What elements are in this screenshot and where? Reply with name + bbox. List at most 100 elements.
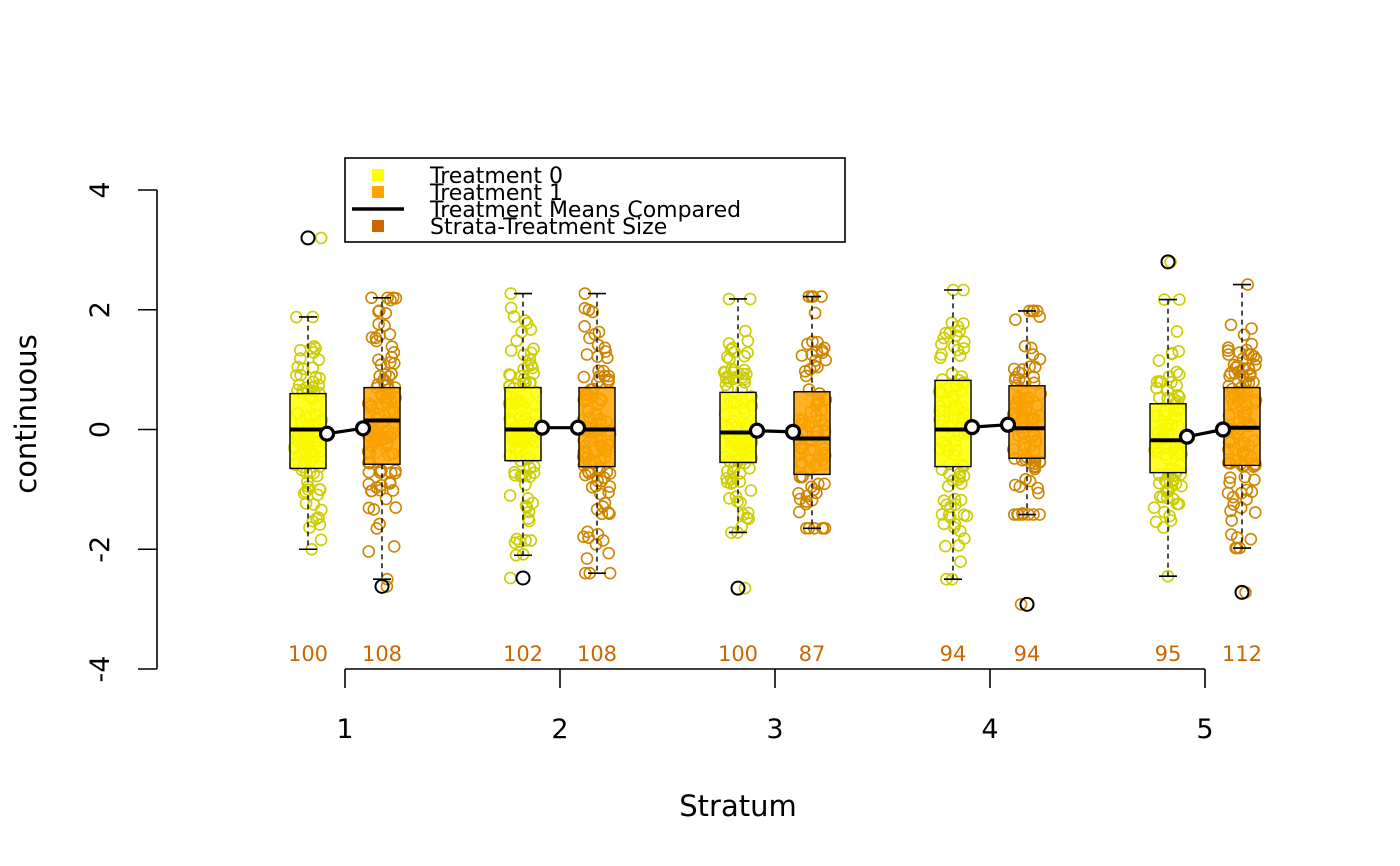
- legend-square-swatch: [372, 186, 384, 198]
- strata-size-label: 108: [362, 642, 402, 666]
- data-point: [741, 506, 755, 520]
- data-point: [733, 496, 747, 509]
- data-point: [1234, 501, 1248, 515]
- data-point: [365, 331, 379, 344]
- data-point: [582, 466, 596, 480]
- data-point: [309, 370, 323, 384]
- data-point: [954, 555, 967, 569]
- jitter-points-layer: [288, 231, 1263, 611]
- data-point: [792, 505, 806, 519]
- legend-label: Treatment Means Compared: [429, 198, 741, 223]
- data-point: [941, 479, 955, 493]
- mean-point-treatment-1: [354, 420, 372, 437]
- data-point: [519, 469, 532, 482]
- data-point: [1023, 360, 1036, 374]
- y-tick-label: -2: [85, 536, 116, 563]
- mean-point-treatment-0: [318, 425, 336, 442]
- data-point: [738, 375, 752, 389]
- data-point: [598, 341, 612, 355]
- data-point: [1150, 381, 1163, 395]
- data-point: [1018, 339, 1032, 353]
- data-point: [603, 566, 617, 580]
- data-point: [577, 370, 591, 384]
- data-point: [744, 484, 758, 497]
- data-point: [367, 503, 381, 516]
- outlier-point: [300, 230, 316, 246]
- data-point: [309, 341, 322, 355]
- data-point: [1170, 379, 1183, 392]
- data-point: [738, 581, 752, 595]
- strata-size-labels-layer: 100 108 102 108 100 87 94 94 95 112: [288, 642, 1262, 666]
- x-tick-label: 4: [981, 714, 998, 745]
- data-point: [793, 492, 807, 506]
- outlier-point: [730, 580, 746, 596]
- legend-item: Treatment 0: [372, 164, 563, 189]
- data-point: [724, 343, 738, 356]
- data-point: [1033, 310, 1046, 324]
- data-point: [314, 231, 328, 245]
- data-point: [373, 517, 386, 531]
- data-point: [741, 346, 754, 360]
- data-point: [593, 487, 607, 501]
- data-point: [507, 310, 521, 323]
- data-point: [383, 327, 397, 341]
- data-point: [379, 368, 392, 381]
- data-point: [935, 337, 948, 351]
- data-point: [524, 346, 538, 360]
- legend-item: Treatment Means Compared: [352, 198, 741, 223]
- data-point: [297, 487, 311, 500]
- y-tick-label: -4: [85, 656, 116, 683]
- data-point: [293, 343, 307, 357]
- data-point: [798, 364, 812, 378]
- means-stratum-3: [748, 422, 802, 440]
- data-point: [943, 326, 957, 340]
- data-point: [937, 494, 951, 508]
- strata-size-label: 108: [577, 642, 617, 666]
- data-point: [807, 483, 821, 497]
- data-point: [310, 469, 324, 483]
- y-axis: -4 -2 0 2 4: [85, 181, 158, 682]
- y-axis-ticks: -4 -2 0 2 4: [85, 181, 157, 682]
- data-point: [386, 484, 400, 497]
- data-point: [808, 359, 821, 373]
- data-point: [294, 368, 307, 382]
- legend-label: Treatment 1: [429, 181, 563, 206]
- boxplot-stratum-5-treatment-0: [1149, 254, 1187, 577]
- data-point: [953, 524, 967, 538]
- data-point: [795, 349, 809, 362]
- data-point: [577, 530, 590, 544]
- data-point: [520, 316, 534, 330]
- data-point: [1031, 481, 1044, 495]
- data-point: [1170, 325, 1184, 338]
- data-point: [517, 348, 531, 362]
- data-point: [373, 369, 387, 383]
- data-point: [602, 485, 615, 499]
- data-point: [957, 317, 970, 330]
- data-point: [580, 348, 594, 361]
- x-tick-label: 3: [766, 714, 783, 745]
- data-point: [954, 493, 968, 507]
- data-point: [514, 369, 528, 383]
- data-point: [503, 489, 517, 502]
- data-point: [503, 571, 517, 585]
- data-point: [1236, 362, 1250, 375]
- data-point: [602, 546, 616, 560]
- strata-size-label: 94: [1014, 642, 1041, 666]
- data-point: [372, 305, 385, 318]
- strata-size-label: 100: [718, 642, 758, 666]
- data-point: [933, 351, 947, 365]
- data-point: [503, 368, 516, 381]
- mean-point-treatment-0: [1178, 428, 1196, 445]
- x-axis-label: Stratum: [679, 789, 796, 823]
- strata-size-label: 112: [1222, 642, 1262, 666]
- data-point: [1153, 476, 1166, 490]
- y-axis-label: continuous: [9, 334, 43, 494]
- data-point: [385, 350, 398, 364]
- data-point: [1165, 347, 1179, 361]
- y-tick-label: 0: [85, 421, 116, 438]
- data-point: [728, 345, 741, 359]
- data-point: [1032, 486, 1045, 500]
- data-point: [510, 334, 524, 348]
- boxplot-stratum-5-treatment-1: [1223, 283, 1261, 600]
